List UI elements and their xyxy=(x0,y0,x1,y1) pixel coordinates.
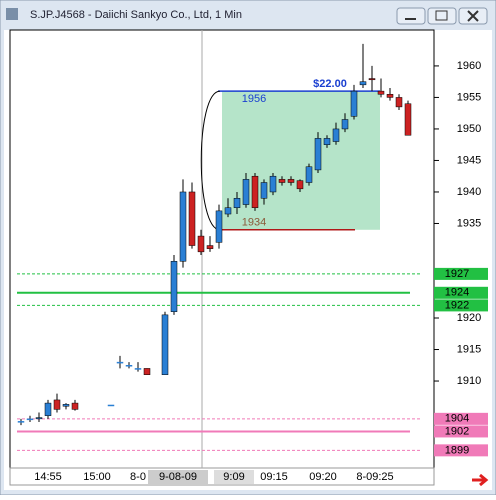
x-tick-label: 9-08-09 xyxy=(159,471,197,483)
level-label: 1927 xyxy=(445,268,469,280)
candle-body xyxy=(341,119,349,130)
window-title: S.JP.J4568 - Daiichi Sankyo Co., Ltd, 1 … xyxy=(30,9,242,21)
x-tick-label: 15:00 xyxy=(83,471,111,483)
candle-body xyxy=(179,191,187,262)
candle-body xyxy=(323,138,331,145)
candle-body xyxy=(251,175,259,208)
level-box xyxy=(434,425,488,438)
maximize-icon xyxy=(435,10,448,21)
candle-body xyxy=(206,245,214,249)
x-tick-label: 9:09 xyxy=(223,471,244,483)
y-tick-label: 1935 xyxy=(457,217,481,229)
window-buttons[interactable] xyxy=(396,7,488,25)
candle-body xyxy=(215,210,223,243)
candle-body xyxy=(332,128,340,142)
candle-body xyxy=(44,402,52,416)
candle-body xyxy=(161,314,169,375)
candle-body xyxy=(116,361,124,364)
candle-body xyxy=(35,417,43,420)
y-tick-label: 1960 xyxy=(457,60,481,72)
range-low-label: 1934 xyxy=(242,217,266,229)
candle-body xyxy=(404,103,412,136)
candle-body xyxy=(233,198,241,208)
level-box xyxy=(434,267,488,280)
y-tick-label: 1940 xyxy=(457,186,481,198)
candle-body xyxy=(26,418,34,421)
y-tick-label: 1950 xyxy=(457,123,481,135)
level-box xyxy=(434,286,488,299)
window-icon xyxy=(6,8,18,20)
x-tick-label: 09:20 xyxy=(309,471,337,483)
candle-body xyxy=(188,191,196,246)
x-tick-label: 8-0 xyxy=(130,471,146,483)
candle-body xyxy=(314,138,322,171)
close-icon xyxy=(467,10,479,22)
y-tick-label: 1955 xyxy=(457,91,481,103)
level-label: 1924 xyxy=(445,287,469,299)
candle-body xyxy=(269,175,277,193)
candle-body xyxy=(53,399,61,410)
x-tick-label: 09:15 xyxy=(260,471,288,483)
candle-body xyxy=(287,179,295,183)
candle-body xyxy=(359,81,367,86)
time-highlight xyxy=(214,470,254,484)
y-tick-label: 1920 xyxy=(457,312,481,324)
candle-body xyxy=(224,207,232,215)
candle-body xyxy=(395,97,403,108)
candle-body xyxy=(125,365,133,367)
y-tick-label: 1945 xyxy=(457,154,481,166)
candle-body xyxy=(260,182,268,199)
level-label: 1899 xyxy=(445,444,469,456)
minimize-button[interactable] xyxy=(396,7,426,25)
level-box xyxy=(434,412,488,425)
candle-body xyxy=(62,404,70,407)
candle-body xyxy=(278,179,286,183)
y-tick-label: 1915 xyxy=(457,343,481,355)
level-label: 1902 xyxy=(445,425,469,437)
level-label: 1922 xyxy=(445,299,469,311)
candle-body xyxy=(107,404,115,407)
candle-body xyxy=(197,235,205,253)
candle-body xyxy=(368,78,376,81)
x-tick-label: 8-09:25 xyxy=(356,471,393,483)
x-tick-label: 14:55 xyxy=(34,471,62,483)
candle-body xyxy=(134,368,142,370)
candle-body xyxy=(386,94,394,98)
candle-body xyxy=(170,261,178,312)
candle-body xyxy=(377,90,385,95)
time-highlight xyxy=(148,470,208,484)
range-arc xyxy=(200,90,221,231)
level-box xyxy=(434,444,488,457)
maximize-button[interactable] xyxy=(427,7,457,25)
candle-body xyxy=(242,179,250,205)
level-box xyxy=(434,299,488,312)
candle-body xyxy=(143,368,151,375)
candle-body xyxy=(305,166,313,183)
candle-body xyxy=(296,180,304,190)
range-high-label: 1956 xyxy=(242,93,266,105)
candle-body xyxy=(17,421,25,423)
candle-body xyxy=(71,402,79,410)
scroll-arrow[interactable] xyxy=(472,473,489,487)
range-label: $22.00 xyxy=(313,78,347,90)
level-label: 1904 xyxy=(445,413,469,425)
candle-body xyxy=(350,90,358,117)
y-tick-label: 1910 xyxy=(457,375,481,387)
